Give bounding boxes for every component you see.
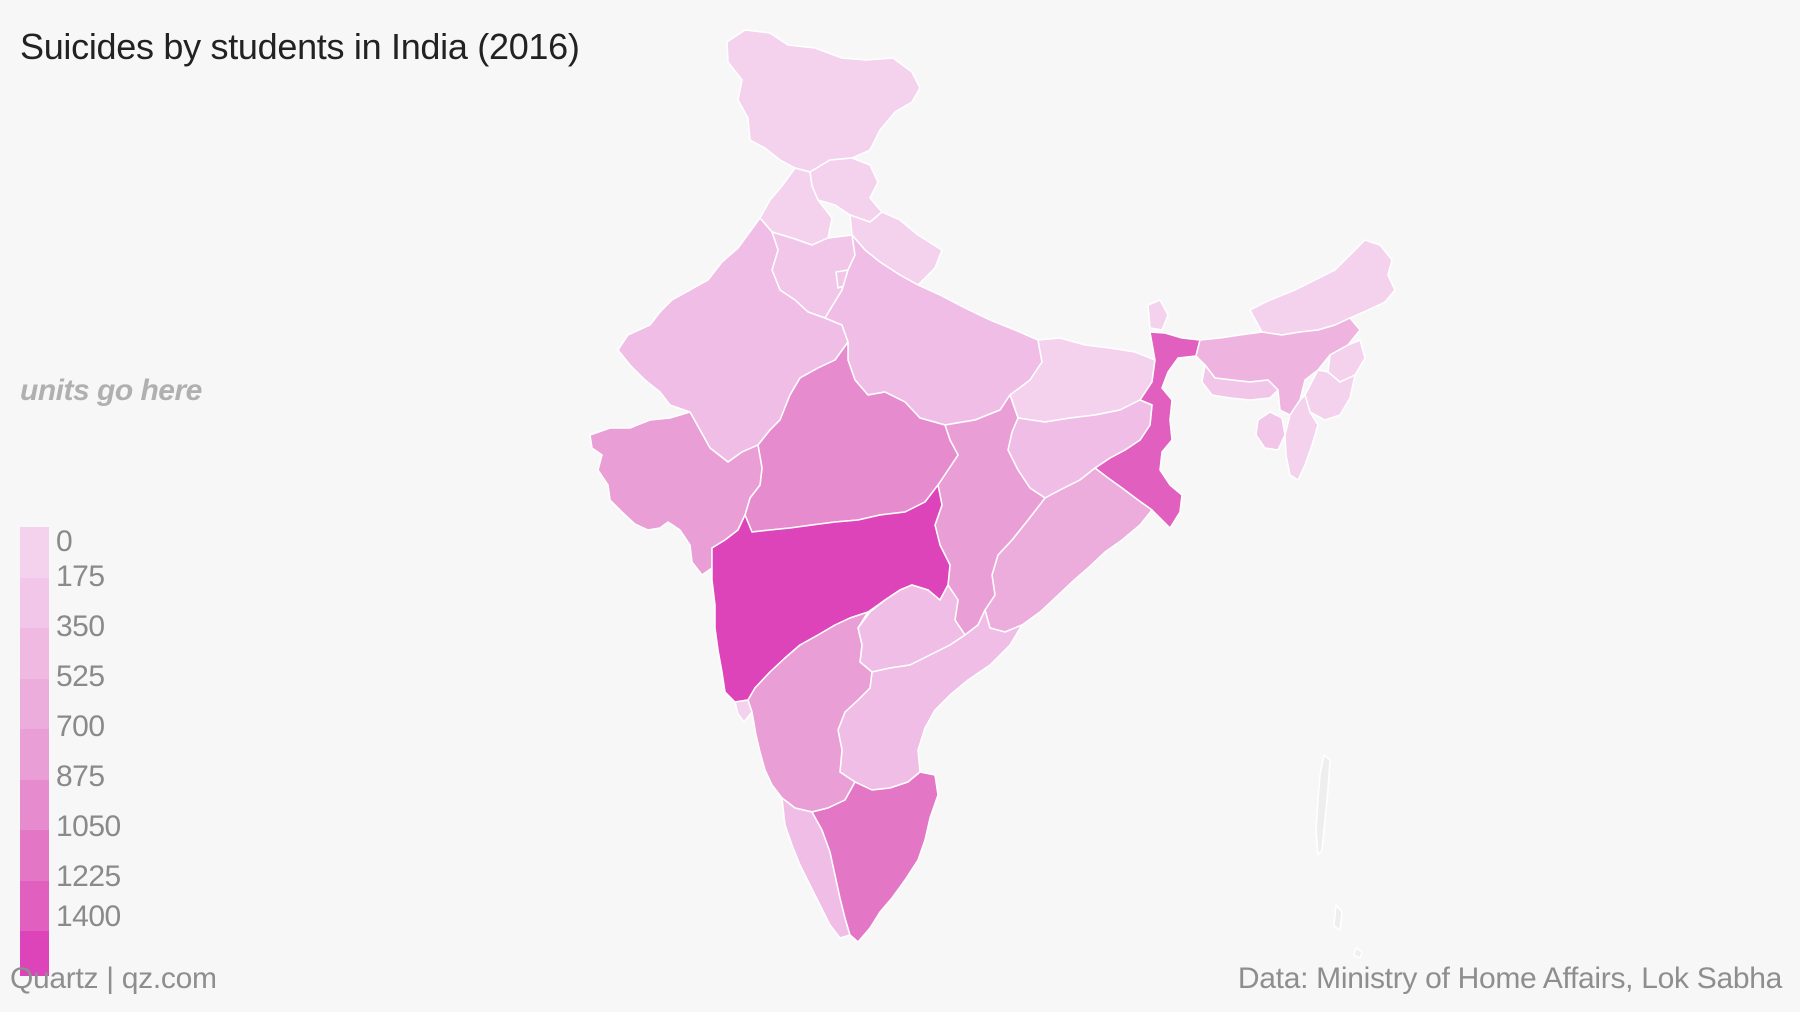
region-arunachal-pradesh — [1249, 239, 1396, 336]
legend-label: 1050 — [56, 810, 121, 843]
color-legend: 0 175 350 525 700 875 1050 1225 1400 — [20, 525, 160, 976]
legend-swatch — [20, 527, 49, 578]
region-karnataka — [747, 611, 873, 813]
region-sikkim — [1147, 299, 1169, 331]
legend-swatch — [20, 880, 49, 931]
region-tamil-nadu — [811, 771, 939, 943]
region-mizoram — [1284, 394, 1319, 481]
legend-swatch — [20, 779, 49, 830]
legend-swatch — [20, 678, 49, 729]
legend-label: 875 — [56, 760, 105, 793]
chart-title: Suicides by students in India (2016) — [20, 26, 580, 67]
region-jammu-kashmir — [726, 29, 921, 173]
india-map — [589, 29, 1396, 958]
legend-swatch — [20, 628, 49, 679]
legend-swatch — [20, 729, 49, 780]
legend-swatch — [20, 830, 49, 881]
region-meghalaya — [1201, 364, 1279, 401]
legend-label: 350 — [56, 610, 105, 643]
region-tripura — [1255, 411, 1286, 451]
units-label: units go here — [20, 374, 202, 407]
data-source: Data: Ministry of Home Affairs, Lok Sabh… — [1237, 962, 1782, 995]
region-andaman-nicobar — [1315, 754, 1363, 958]
legend-label: 700 — [56, 710, 105, 743]
brand-credit: Quartz | qz.com — [10, 962, 217, 995]
region-goa — [734, 699, 753, 723]
legend-label: 1225 — [56, 860, 121, 893]
legend-swatch — [20, 577, 49, 628]
legend-label: 525 — [56, 660, 105, 693]
legend-label: 175 — [56, 560, 105, 593]
legend-label: 1400 — [56, 900, 121, 933]
legend-swatch — [20, 931, 49, 976]
legend-label: 0 — [56, 525, 73, 558]
